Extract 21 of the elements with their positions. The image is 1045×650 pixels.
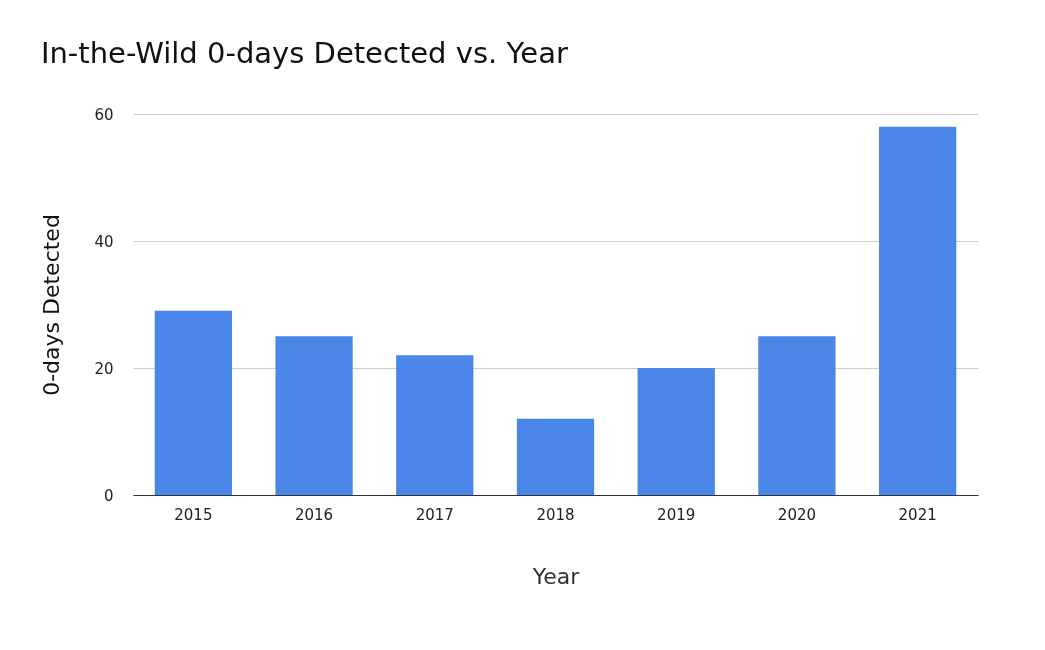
bar xyxy=(275,336,353,495)
bar xyxy=(396,355,474,495)
x-axis-title: Year xyxy=(531,563,581,589)
y-tick-label: 20 xyxy=(94,359,114,378)
x-tick-label: 2016 xyxy=(294,505,334,524)
x-tick-label: 2018 xyxy=(536,505,575,524)
bar xyxy=(879,126,957,495)
y-tick-label: 60 xyxy=(94,105,114,124)
bar xyxy=(516,418,595,495)
bar xyxy=(637,368,715,495)
x-tick-label: 2021 xyxy=(898,505,937,524)
bar xyxy=(758,336,836,495)
y-tick-label: 40 xyxy=(94,232,114,251)
x-tick-label: 2020 xyxy=(777,505,817,524)
chart-title: In-the-Wild 0-days Detected vs. Year xyxy=(40,36,568,70)
y-tick-label: 0 xyxy=(103,486,114,505)
x-tick-label: 2015 xyxy=(174,505,213,524)
bar xyxy=(154,310,232,495)
y-axis-title: 0-days Detected xyxy=(39,214,65,396)
x-tick-label: 2019 xyxy=(657,505,696,524)
x-tick-label: 2017 xyxy=(415,505,454,524)
